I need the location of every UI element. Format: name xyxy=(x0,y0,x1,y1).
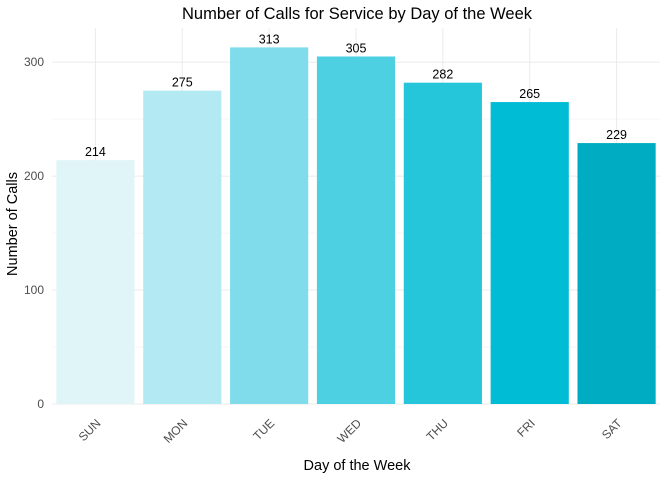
y-axis-title: Number of Calls xyxy=(5,172,21,276)
x-axis-title: Day of the Week xyxy=(304,458,412,474)
bar-wed xyxy=(316,56,396,404)
data-label-sun: 214 xyxy=(85,145,106,159)
x-axis-ticks: SUN MON TUE WED THU FRI SAT xyxy=(76,416,625,446)
data-label-thu: 282 xyxy=(432,68,453,82)
bar-thu xyxy=(403,82,482,404)
chart-title: Number of Calls for Service by Day of th… xyxy=(182,5,533,23)
bar-mon xyxy=(143,90,222,405)
x-tick-label-sat: SAT xyxy=(599,416,625,442)
data-label-wed: 305 xyxy=(346,41,367,55)
y-tick-label: 200 xyxy=(24,169,44,183)
bar-sun xyxy=(56,160,135,404)
data-label-fri: 265 xyxy=(519,87,540,101)
data-label-tue: 313 xyxy=(259,32,280,46)
x-tick-label-tue: TUE xyxy=(250,416,277,443)
x-tick-label-fri: FRI xyxy=(514,416,538,440)
x-tick-label-wed: WED xyxy=(334,416,364,446)
x-tick-label-thu: THU xyxy=(424,416,451,443)
y-axis-ticks: 0 100 200 300 xyxy=(24,55,44,411)
data-label-mon: 275 xyxy=(172,76,193,90)
bars xyxy=(56,47,656,405)
bar-sat xyxy=(577,143,656,404)
y-tick-label: 300 xyxy=(24,55,44,69)
y-tick-label: 100 xyxy=(24,283,44,297)
bar-tue xyxy=(230,47,309,405)
x-tick-label-mon: MON xyxy=(161,416,191,446)
data-labels: 214 275 313 305 282 265 229 xyxy=(85,32,627,159)
data-label-sat: 229 xyxy=(606,128,627,142)
bar-fri xyxy=(490,102,569,404)
y-tick-label: 0 xyxy=(37,397,44,411)
x-tick-label-sun: SUN xyxy=(76,416,104,444)
